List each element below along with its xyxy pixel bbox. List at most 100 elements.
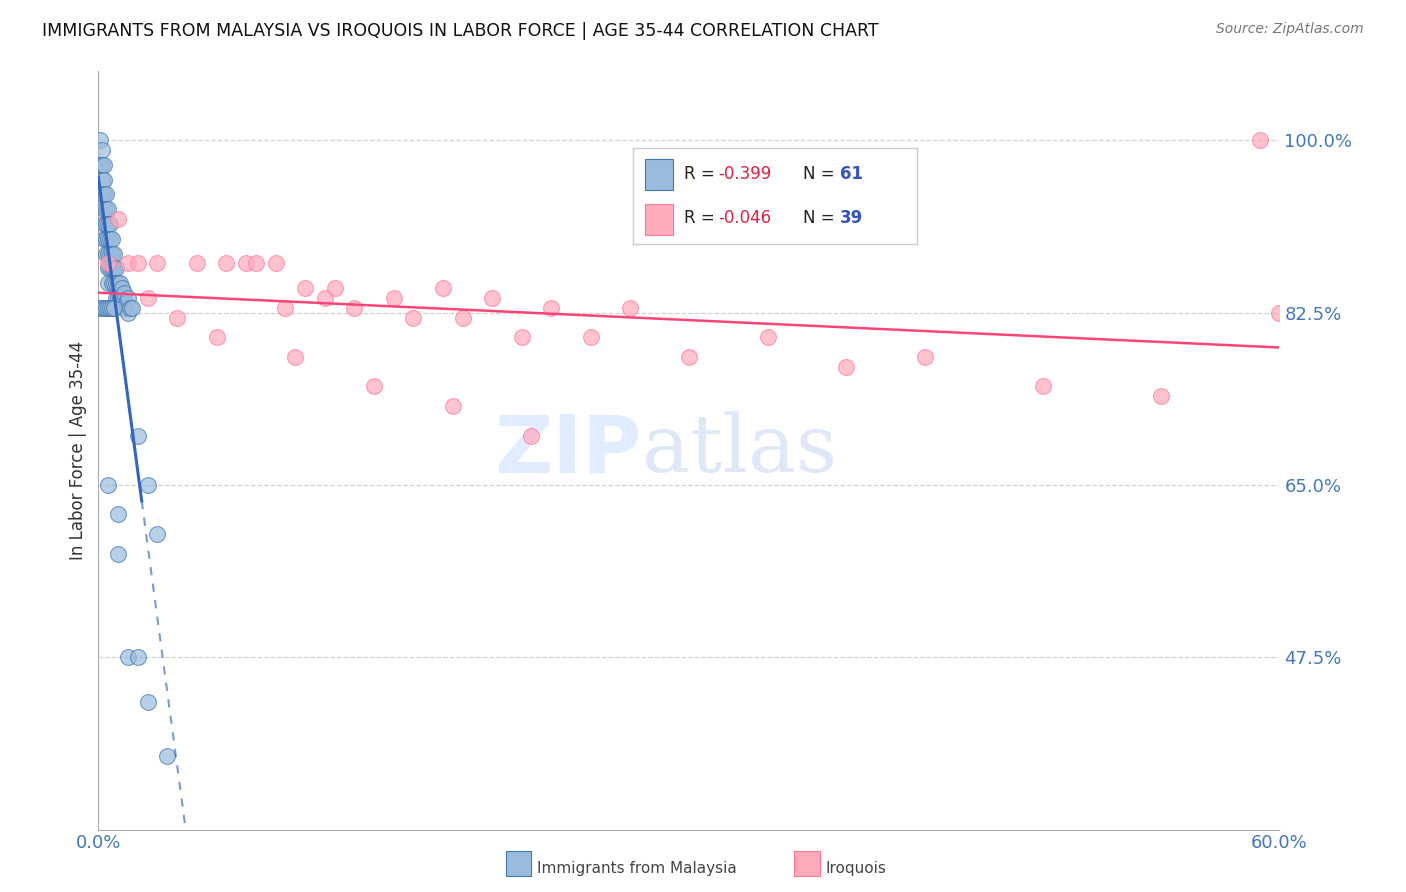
Point xyxy=(103,261,125,276)
Text: Immigrants from Malaysia: Immigrants from Malaysia xyxy=(537,862,737,876)
Point xyxy=(510,330,533,344)
Point xyxy=(117,291,139,305)
Point xyxy=(756,330,779,344)
Point xyxy=(91,187,114,202)
Text: Source: ZipAtlas.com: Source: ZipAtlas.com xyxy=(1216,22,1364,37)
Point xyxy=(619,301,641,315)
Point xyxy=(294,281,316,295)
Point xyxy=(343,301,366,315)
Point xyxy=(835,359,858,374)
Text: 39: 39 xyxy=(841,210,863,227)
Point xyxy=(93,232,115,246)
Point xyxy=(111,295,134,310)
Point xyxy=(103,246,125,260)
Text: N =: N = xyxy=(803,210,841,227)
Point xyxy=(115,295,138,310)
Point xyxy=(97,217,120,231)
Point xyxy=(107,547,129,561)
Point xyxy=(98,301,121,315)
Point xyxy=(121,301,143,315)
Point xyxy=(363,379,385,393)
Point xyxy=(97,478,120,492)
Point xyxy=(96,246,118,260)
Point xyxy=(127,256,149,270)
Point xyxy=(264,256,287,270)
Point xyxy=(245,256,267,270)
Text: -0.399: -0.399 xyxy=(718,165,772,183)
Point xyxy=(451,310,474,325)
Point xyxy=(91,143,114,157)
Text: -0.046: -0.046 xyxy=(718,210,772,227)
Point xyxy=(97,246,120,260)
Bar xyxy=(645,204,673,235)
Point xyxy=(97,276,120,290)
Point xyxy=(323,281,346,295)
Point xyxy=(136,291,159,305)
Point xyxy=(118,301,141,315)
Point xyxy=(96,301,118,315)
Point xyxy=(112,301,135,315)
Point xyxy=(105,276,128,290)
Point xyxy=(97,261,120,276)
Point xyxy=(235,256,257,270)
Point xyxy=(98,261,121,276)
Text: IMMIGRANTS FROM MALAYSIA VS IROQUOIS IN LABOR FORCE | AGE 35-44 CORRELATION CHAR: IMMIGRANTS FROM MALAYSIA VS IROQUOIS IN … xyxy=(42,22,879,40)
Point xyxy=(107,291,129,305)
Point xyxy=(91,172,114,186)
Text: 61: 61 xyxy=(841,165,863,183)
Point xyxy=(89,158,111,172)
Point xyxy=(101,276,124,290)
Point xyxy=(914,350,936,364)
Point xyxy=(432,281,454,295)
Point xyxy=(93,172,115,186)
Point xyxy=(96,202,118,217)
Point xyxy=(107,276,129,290)
Point xyxy=(101,246,124,260)
Point xyxy=(112,285,135,300)
Point xyxy=(284,350,307,364)
Point xyxy=(89,301,111,315)
Point xyxy=(136,694,159,708)
Point xyxy=(107,212,129,227)
Point xyxy=(441,399,464,413)
Point xyxy=(93,217,115,231)
Point xyxy=(91,301,114,315)
Point xyxy=(205,330,228,344)
Point xyxy=(96,217,118,231)
Point xyxy=(105,261,128,276)
Point xyxy=(117,650,139,665)
Point xyxy=(678,350,700,364)
Point xyxy=(93,202,115,217)
Y-axis label: In Labor Force | Age 35-44: In Labor Force | Age 35-44 xyxy=(69,341,87,560)
Point xyxy=(101,261,124,276)
Point xyxy=(1268,305,1291,319)
Point xyxy=(98,246,121,260)
Text: N =: N = xyxy=(803,165,841,183)
Point xyxy=(146,527,169,541)
Text: R =: R = xyxy=(685,165,720,183)
Point xyxy=(97,232,120,246)
Point xyxy=(136,478,159,492)
Point xyxy=(215,256,238,270)
Point xyxy=(117,256,139,270)
Point xyxy=(127,650,149,665)
Point xyxy=(186,256,208,270)
Bar xyxy=(645,159,673,190)
Point xyxy=(127,428,149,442)
Point xyxy=(146,256,169,270)
Point xyxy=(520,428,543,442)
Point xyxy=(91,158,114,172)
Point xyxy=(382,291,405,305)
Point xyxy=(1150,389,1173,403)
Point xyxy=(540,301,562,315)
Point xyxy=(93,301,115,315)
Point xyxy=(103,276,125,290)
Point xyxy=(89,133,111,147)
Point xyxy=(111,281,134,295)
Text: atlas: atlas xyxy=(641,411,837,490)
Point xyxy=(314,291,336,305)
Point xyxy=(274,301,297,315)
Point xyxy=(108,291,131,305)
Point xyxy=(101,232,124,246)
Text: Iroquois: Iroquois xyxy=(825,862,886,876)
